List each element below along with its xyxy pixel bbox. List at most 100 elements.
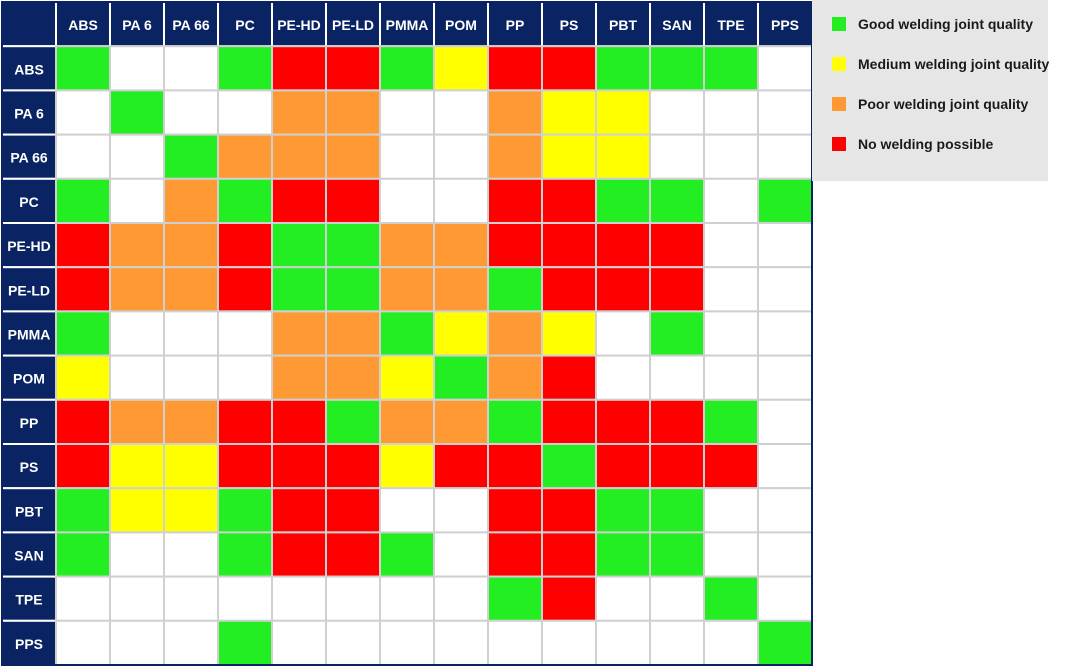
matrix-cell bbox=[487, 222, 543, 269]
matrix-cell bbox=[703, 575, 759, 622]
legend-item-none: No welding possible bbox=[832, 134, 1048, 154]
matrix-cell bbox=[703, 398, 759, 445]
matrix-cell bbox=[163, 575, 219, 622]
column-header-label: PA 66 bbox=[172, 17, 210, 33]
matrix-cell bbox=[649, 177, 705, 225]
matrix-cell bbox=[757, 222, 813, 269]
matrix-cell bbox=[541, 45, 597, 92]
matrix-cell bbox=[541, 531, 597, 578]
matrix-cell bbox=[433, 89, 489, 136]
matrix-cell bbox=[595, 222, 651, 269]
matrix-cell bbox=[595, 266, 651, 313]
matrix-cell bbox=[703, 310, 759, 357]
matrix-cell bbox=[541, 266, 597, 313]
matrix-cell bbox=[55, 398, 111, 445]
matrix-cell bbox=[649, 45, 705, 92]
matrix-cell bbox=[433, 398, 489, 445]
row-header-label: PPS bbox=[15, 636, 43, 652]
matrix-cell bbox=[703, 619, 759, 666]
column-header-label: PA 6 bbox=[122, 17, 152, 33]
matrix-cell bbox=[217, 487, 273, 534]
matrix-cell bbox=[433, 619, 489, 666]
matrix-cell bbox=[55, 133, 111, 180]
matrix-cell bbox=[433, 177, 489, 225]
matrix-cell bbox=[757, 177, 813, 225]
matrix-cell bbox=[703, 133, 759, 180]
matrix-cell bbox=[541, 354, 597, 401]
matrix-cell bbox=[649, 443, 705, 490]
matrix-cell bbox=[487, 310, 543, 357]
row-header-label: PE-HD bbox=[7, 238, 51, 254]
matrix-cell bbox=[379, 45, 435, 92]
matrix-cell bbox=[271, 619, 327, 666]
matrix-cell bbox=[649, 531, 705, 578]
matrix-cell bbox=[379, 222, 435, 269]
matrix-cell bbox=[163, 45, 219, 92]
legend-swatch-medium bbox=[832, 57, 846, 71]
matrix-cell bbox=[541, 443, 597, 490]
matrix-cell bbox=[433, 487, 489, 534]
matrix-cell bbox=[109, 443, 165, 490]
matrix-cell bbox=[163, 531, 219, 578]
legend-item-poor: Poor welding joint quality bbox=[832, 94, 1048, 114]
legend-item-medium: Medium welding joint quality bbox=[832, 54, 1049, 74]
matrix-cell bbox=[163, 177, 219, 225]
matrix-cell bbox=[325, 133, 381, 180]
matrix-cell bbox=[703, 443, 759, 490]
matrix-cell bbox=[271, 443, 327, 490]
matrix-cell bbox=[325, 575, 381, 622]
matrix-cell bbox=[595, 133, 651, 180]
matrix-cell bbox=[109, 487, 165, 534]
legend: Good welding joint quality Medium weldin… bbox=[812, 0, 1049, 181]
row-header-label: PMMA bbox=[8, 327, 51, 343]
matrix-cell bbox=[703, 487, 759, 534]
matrix-cell bbox=[595, 487, 651, 534]
matrix-cell bbox=[55, 619, 111, 666]
row-header-cell bbox=[1, 89, 57, 136]
matrix-cell bbox=[163, 133, 219, 180]
matrix-cell bbox=[163, 266, 219, 313]
matrix-cell bbox=[703, 45, 759, 92]
matrix-cell bbox=[109, 531, 165, 578]
matrix-cell bbox=[487, 354, 543, 401]
matrix-cell bbox=[433, 575, 489, 622]
matrix-cell bbox=[217, 45, 273, 92]
matrix-cell bbox=[55, 266, 111, 313]
matrix-cell bbox=[595, 177, 651, 225]
matrix-cell bbox=[163, 487, 219, 534]
matrix-cell bbox=[433, 266, 489, 313]
matrix-cell bbox=[325, 619, 381, 666]
matrix-cell bbox=[541, 575, 597, 622]
legend-label-good: Good welding joint quality bbox=[858, 16, 1033, 32]
matrix-cell bbox=[55, 89, 111, 136]
matrix-cell bbox=[163, 354, 219, 401]
matrix-cell bbox=[163, 89, 219, 136]
legend-item-good: Good welding joint quality bbox=[832, 14, 1048, 34]
matrix-cell bbox=[541, 222, 597, 269]
matrix-cell bbox=[109, 266, 165, 313]
matrix-cell bbox=[55, 222, 111, 269]
matrix-cell bbox=[379, 443, 435, 490]
matrix-cell bbox=[379, 177, 435, 225]
matrix-cell bbox=[109, 398, 165, 445]
row-header-label: ABS bbox=[14, 61, 44, 77]
matrix-cell bbox=[163, 619, 219, 666]
matrix-cell bbox=[109, 177, 165, 225]
column-header-label: ABS bbox=[68, 17, 98, 33]
matrix-cell bbox=[649, 575, 705, 622]
column-header-label: PP bbox=[506, 17, 525, 33]
matrix-cell bbox=[325, 531, 381, 578]
matrix-cell bbox=[325, 89, 381, 136]
legend-label-none: No welding possible bbox=[858, 136, 994, 152]
matrix-cell bbox=[163, 222, 219, 269]
matrix-cell bbox=[757, 398, 813, 445]
matrix-cell bbox=[595, 531, 651, 578]
row-header-cell bbox=[1, 443, 57, 490]
column-header-label: PC bbox=[235, 17, 254, 33]
matrix-cell bbox=[325, 487, 381, 534]
matrix-cell bbox=[271, 531, 327, 578]
matrix-cell bbox=[541, 398, 597, 445]
matrix-cell bbox=[487, 45, 543, 92]
matrix-cell bbox=[541, 177, 597, 225]
